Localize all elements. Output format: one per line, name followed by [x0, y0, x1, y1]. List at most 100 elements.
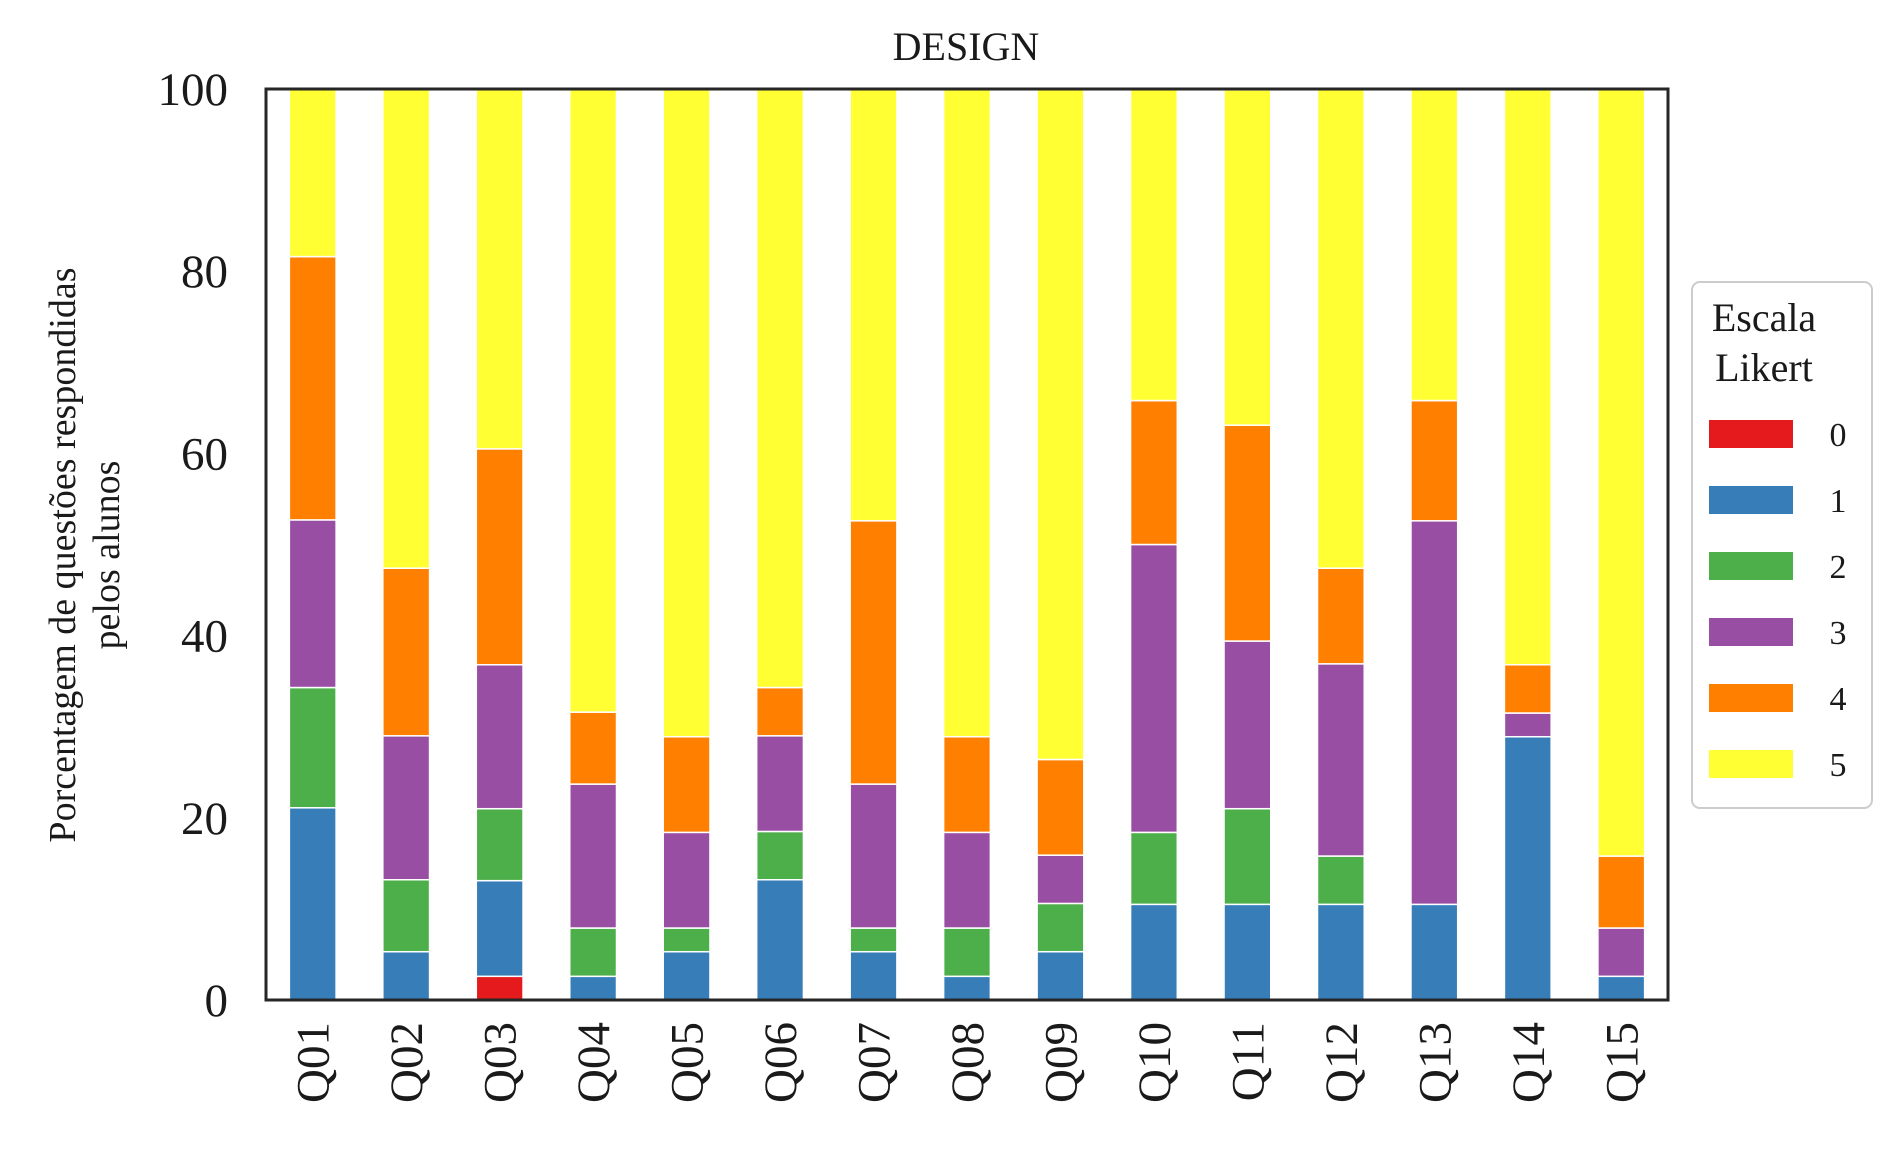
- bar-Q09-level-5: [1036, 87, 1085, 761]
- bar-Q05-level-4: [662, 735, 711, 834]
- bar-Q09-level-1: [1036, 950, 1085, 1001]
- bar-Q04-level-2: [569, 927, 618, 978]
- bar-Q07-level-2: [849, 927, 898, 953]
- bar-Q07-level-3: [849, 783, 898, 929]
- x-tick-label: Q02: [381, 1022, 433, 1103]
- bar-Q05-level-2: [662, 927, 711, 953]
- bar-Q09-level-3: [1036, 854, 1085, 905]
- x-tick-label: Q08: [942, 1022, 994, 1103]
- bar-Q12-level-1: [1316, 903, 1365, 1001]
- bar-Q02-level-3: [382, 735, 431, 881]
- bar-Q12-level-2: [1316, 855, 1365, 906]
- x-tick-label: Q03: [475, 1022, 527, 1103]
- bar-Q13-level-5: [1410, 88, 1459, 402]
- bar-Q09-level-4: [1036, 758, 1085, 856]
- bar-Q14-level-4: [1503, 664, 1552, 714]
- bar-Q15-level-1: [1597, 975, 1646, 1001]
- bar-Q02-level-4: [382, 567, 431, 737]
- bar-Q06-level-5: [755, 87, 805, 689]
- bar-Q07-level-1: [849, 950, 898, 1001]
- bar-Q12-level-4: [1316, 567, 1365, 665]
- bar-Q01-level-2: [288, 686, 337, 809]
- y-tick-label: 100: [158, 64, 229, 116]
- chart-title: DESIGN: [893, 24, 1040, 69]
- bar-Q05-level-1: [662, 950, 711, 1001]
- bar-Q04-level-5: [569, 88, 618, 713]
- y-tick-label: 0: [205, 975, 229, 1027]
- y-tick-label: 80: [181, 246, 228, 298]
- bar-Q05-level-5: [662, 88, 711, 738]
- legend-label-4: 4: [1830, 681, 1847, 718]
- bar-Q06-level-1: [755, 879, 805, 1001]
- bar-Q15-level-5: [1597, 88, 1646, 857]
- x-axis-ticks: Q01 Q02 Q03 Q04 Q05 Q06 Q07 Q08 Q09 Q10 Q11 Q12 Q13 Q…: [288, 1022, 1649, 1103]
- x-tick-label: Q10: [1129, 1022, 1181, 1103]
- bar-Q03-level-1: [475, 879, 524, 978]
- bars-layer: [288, 87, 1646, 1001]
- bar-Q02-level-2: [382, 879, 431, 953]
- bar-Q04-level-1: [569, 975, 618, 1001]
- bar-Q13-level-3: [1410, 520, 1459, 906]
- bar-Q11-level-1: [1223, 903, 1272, 1001]
- bar-Q12-level-3: [1316, 663, 1365, 857]
- bar-Q03-level-5: [475, 88, 524, 450]
- bar-Q02-level-5: [382, 88, 431, 569]
- bar-Q11-level-5: [1223, 89, 1272, 426]
- bar-Q07-level-5: [849, 88, 898, 522]
- legend-swatch-5: [1709, 750, 1793, 778]
- y-axis-ticks: 0 20 40 60 80 100: [158, 64, 229, 1027]
- bar-Q03-level-4: [475, 448, 524, 666]
- bar-Q04-level-3: [569, 783, 618, 929]
- legend-label-1: 1: [1830, 483, 1847, 520]
- legend-swatch-4: [1709, 684, 1793, 712]
- bar-Q13-level-1: [1410, 903, 1459, 1001]
- bar-Q11-level-4: [1223, 424, 1272, 642]
- x-tick-label: Q13: [1409, 1022, 1461, 1103]
- legend: Escala Likert 0 1 2 3 4 5: [1691, 281, 1873, 809]
- bar-Q07-level-4: [849, 520, 898, 785]
- bar-Q09-level-2: [1036, 902, 1085, 953]
- bar-Q06-level-4: [755, 686, 805, 737]
- plot-frame: [264, 87, 1670, 1002]
- bar-Q15-level-4: [1597, 855, 1646, 929]
- x-tick-label: Q01: [288, 1022, 340, 1103]
- x-tick-label: Q12: [1316, 1022, 1368, 1103]
- bar-Q08-level-2: [942, 927, 992, 978]
- legend-swatch-1: [1709, 486, 1793, 514]
- bar-Q14-level-3: [1503, 712, 1552, 738]
- bar-Q13-level-4: [1410, 399, 1459, 522]
- bar-Q10-level-3: [1129, 543, 1179, 834]
- bar-Q14-level-1: [1503, 735, 1552, 1001]
- legend-label-3: 3: [1830, 615, 1847, 652]
- bar-Q01-level-1: [288, 807, 337, 1001]
- x-tick-label: Q09: [1035, 1022, 1087, 1103]
- bar-Q10-level-1: [1129, 903, 1179, 1001]
- bar-Q08-level-3: [942, 831, 992, 929]
- x-tick-label: Q14: [1503, 1022, 1555, 1103]
- bar-Q03-level-2: [475, 807, 524, 882]
- bar-Q10-level-5: [1129, 88, 1179, 402]
- y-axis-label-line-2: pelos alunos: [86, 461, 128, 650]
- x-tick-label: Q05: [662, 1022, 714, 1103]
- bar-Q11-level-2: [1223, 807, 1272, 906]
- bar-Q14-level-5: [1503, 88, 1552, 666]
- bar-Q02-level-1: [382, 950, 431, 1001]
- bar-Q10-level-2: [1129, 831, 1179, 906]
- bar-Q08-level-5: [942, 88, 992, 738]
- y-axis-label: Porcentagem de questões respondidas pelo…: [42, 267, 128, 842]
- y-tick-label: 40: [181, 611, 228, 663]
- bar-Q11-level-3: [1223, 640, 1272, 810]
- bar-Q08-level-4: [942, 735, 992, 834]
- bar-Q08-level-1: [942, 975, 992, 1001]
- x-tick-label: Q06: [755, 1022, 807, 1103]
- bar-Q03-level-0: [475, 975, 524, 1001]
- x-tick-label: Q15: [1596, 1022, 1648, 1103]
- bar-Q05-level-3: [662, 831, 711, 929]
- bar-Q06-level-3: [755, 735, 805, 833]
- x-tick-label: Q11: [1222, 1022, 1274, 1101]
- legend-title-line-2: Likert: [1715, 345, 1813, 390]
- bar-Q04-level-4: [569, 711, 618, 785]
- bar-Q01-level-5: [288, 88, 337, 258]
- bar-Q01-level-3: [288, 519, 337, 689]
